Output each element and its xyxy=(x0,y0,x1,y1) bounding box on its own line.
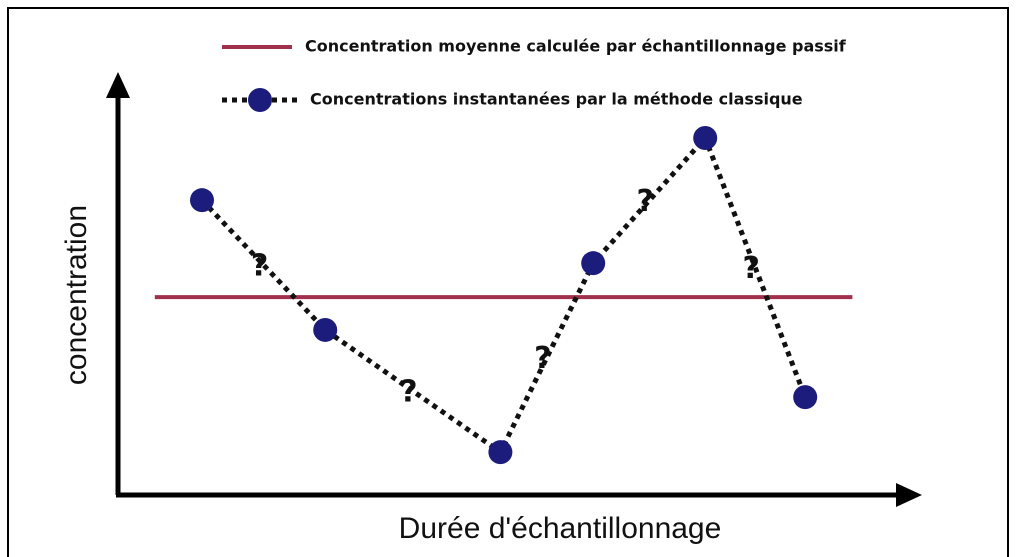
point xyxy=(793,385,818,410)
legend-label: Concentrations instantanées par la métho… xyxy=(310,90,803,109)
point xyxy=(693,126,718,150)
point xyxy=(581,251,606,276)
frame xyxy=(7,7,1009,557)
y-axis-label: concentration xyxy=(60,205,93,385)
point xyxy=(313,317,338,342)
y-arrow xyxy=(106,72,130,98)
x-arrow xyxy=(896,483,922,507)
question-mark: ? xyxy=(251,249,268,284)
question-mark: ? xyxy=(400,375,417,410)
legend-label: Concentration moyenne calculée par échan… xyxy=(305,37,847,56)
legend-marker xyxy=(248,88,272,112)
point xyxy=(488,440,513,465)
question-mark: ? xyxy=(742,251,759,286)
question-mark: ? xyxy=(636,184,653,219)
dotted-line xyxy=(200,133,808,456)
question-mark: ? xyxy=(534,341,551,376)
point xyxy=(190,188,214,213)
x-axis-label: Durée d'échantillonnage xyxy=(399,512,722,545)
